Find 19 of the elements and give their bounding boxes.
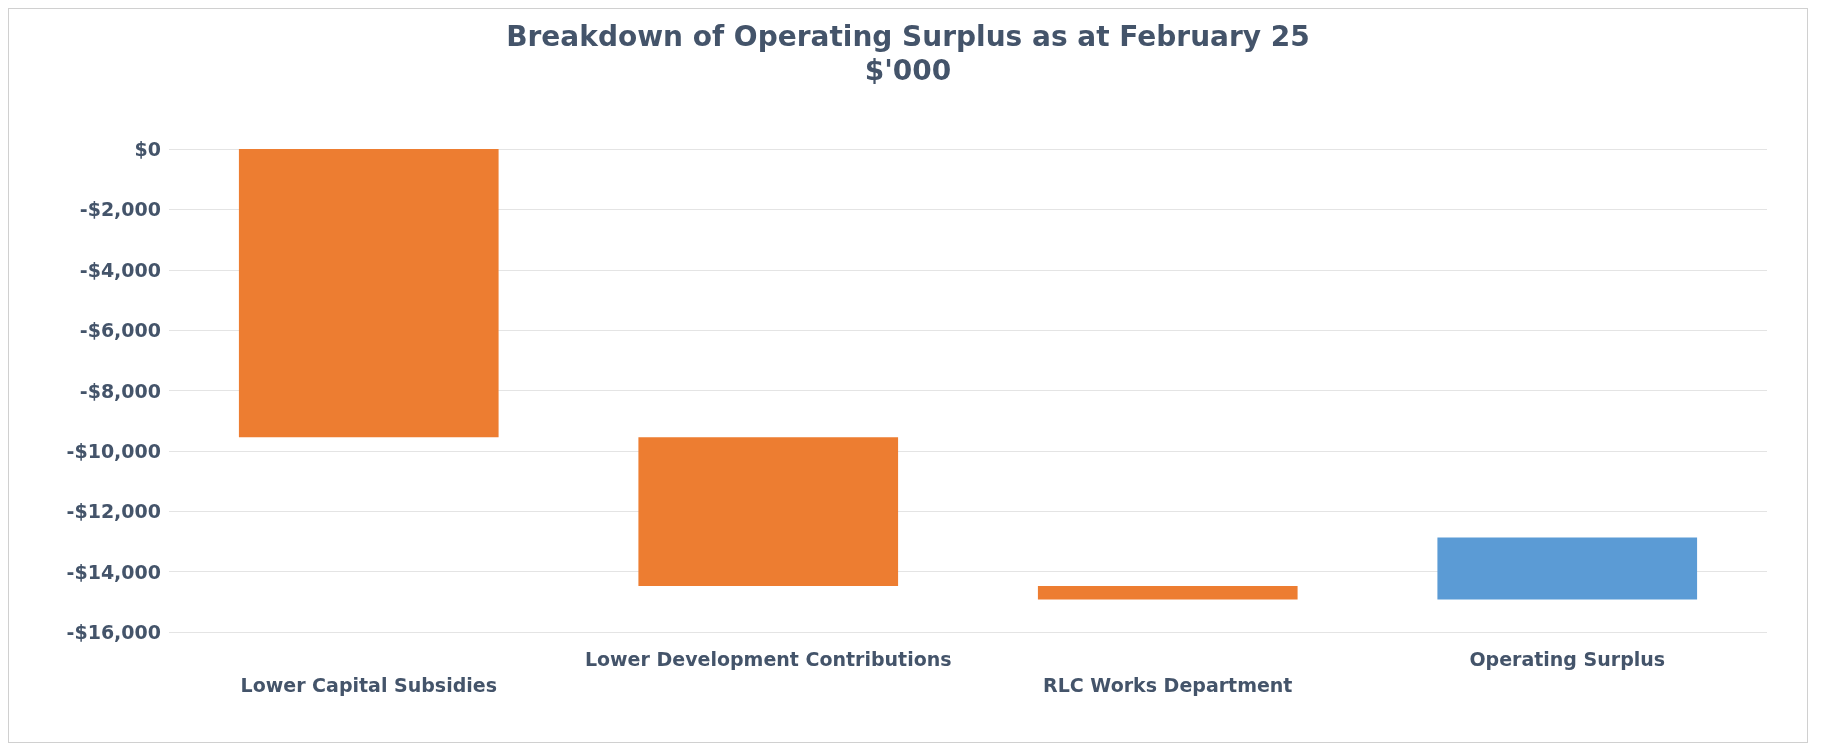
y-tick-label: -$6,000 [79,319,161,342]
bar [238,149,499,438]
x-tick-label: Lower Development Contributions [584,648,952,670]
chart-subtitle: $'000 [864,53,952,87]
y-tick-label: $0 [134,138,161,160]
y-tick-label: -$4,000 [79,258,161,281]
y-tick-label: -$12,000 [66,500,161,523]
y-tick-label: -$8,000 [79,379,161,402]
bar [1437,537,1698,600]
y-tick-label: -$16,000 [66,621,161,643]
x-tick-label: Operating Surplus [1469,648,1666,670]
bar [638,437,899,587]
y-tick-label: -$14,000 [66,560,161,583]
x-tick-label: Lower Capital Subsidies [240,674,497,696]
bar [1037,586,1298,600]
x-tick-label: RLC Works Department [1043,674,1293,696]
y-tick-label: -$10,000 [66,439,161,462]
y-tick-label: -$2,000 [79,198,161,221]
chart-title: Breakdown of Operating Surplus as at February 25 [506,19,1310,53]
